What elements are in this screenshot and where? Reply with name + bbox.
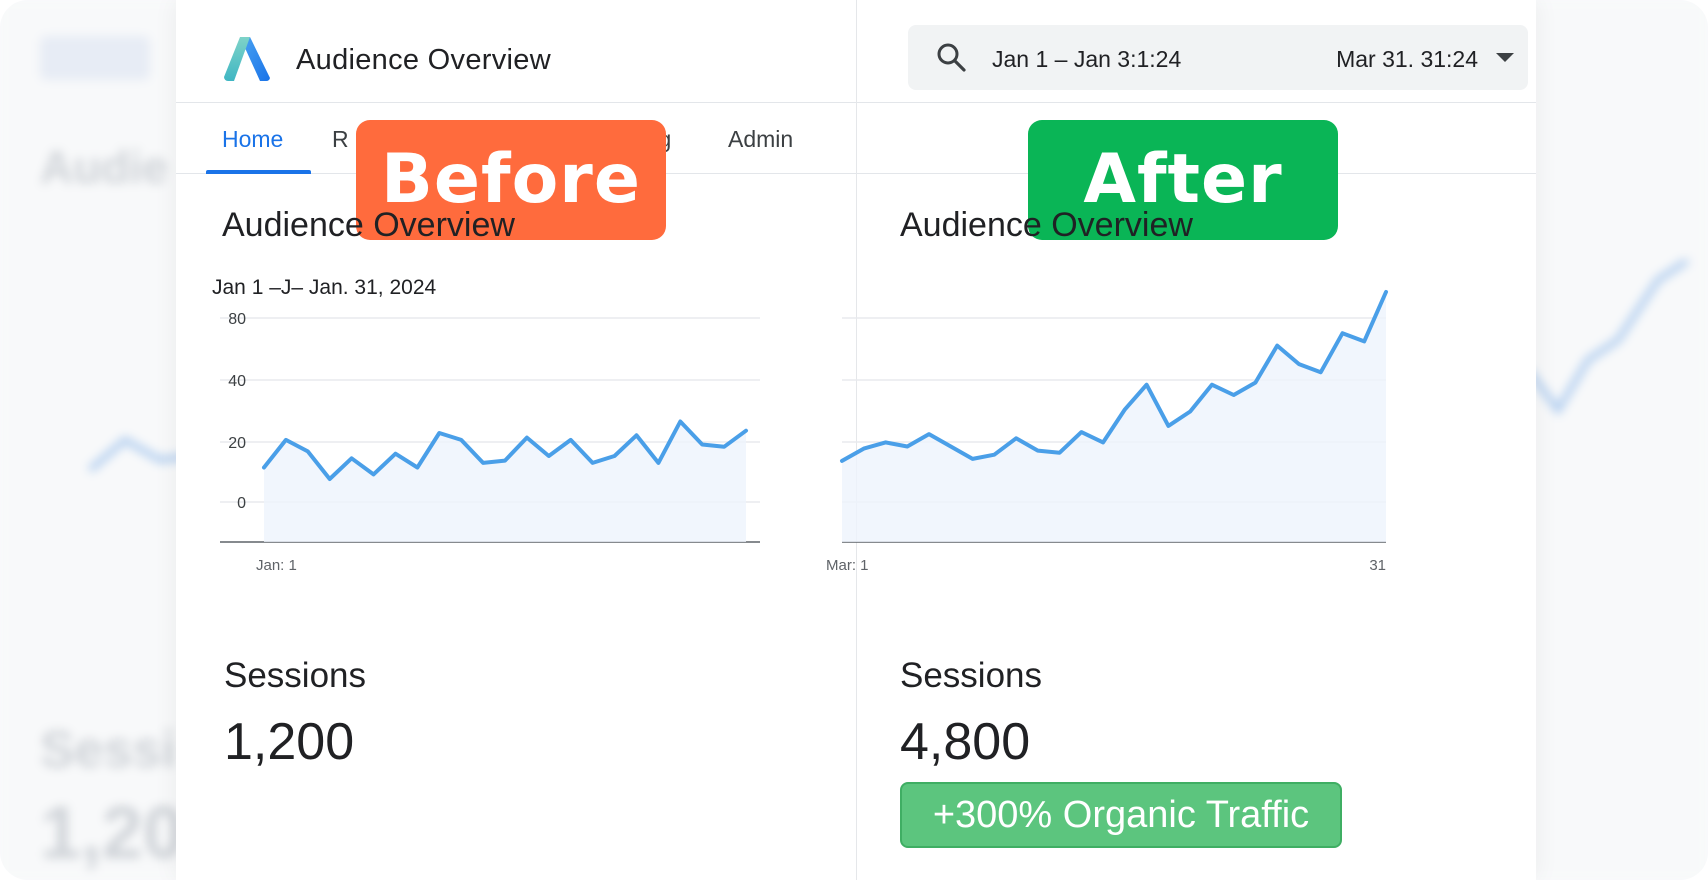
- tab-reports[interactable]: R: [332, 126, 349, 152]
- after-series-area: [842, 292, 1386, 542]
- before-x-tick-label: Jan: 1: [256, 557, 297, 574]
- before-sessions-label: Sessions: [224, 656, 367, 695]
- after-x-tick-label: 31: [1369, 557, 1386, 574]
- before-series-area: [264, 421, 746, 542]
- date-range-start[interactable]: Jan 1 – Jan 3:1:24: [992, 46, 1182, 72]
- app-header: Audience Overview Jan 1 – Jan 3:1:24 Mar…: [176, 0, 1536, 103]
- after-x-tick-label: Mar: 1: [826, 557, 869, 574]
- after-sessions-label: Sessions: [900, 656, 1043, 695]
- tab-home[interactable]: Home: [222, 126, 284, 152]
- date-range-picker[interactable]: Jan 1 – Jan 3:1:24 Mar 31. 31:24: [908, 25, 1528, 90]
- before-y-tick-label: 40: [228, 373, 246, 390]
- active-tab-indicator: [206, 170, 311, 174]
- before-sessions-value: 1,200: [224, 713, 355, 771]
- before-label: Before: [356, 120, 666, 240]
- before-chart-caption: Jan 1 –J– Jan. 31, 2024: [212, 276, 436, 299]
- caret-down-icon[interactable]: [1496, 53, 1514, 62]
- after-label: After: [1028, 120, 1338, 240]
- blurred-background-left: Audie Sessi 1,20: [0, 0, 200, 880]
- after-sessions-value: 4,800: [900, 713, 1031, 771]
- blurred-chart-fragment-right: [1528, 260, 1690, 416]
- analytics-panel: Audience Overview Jan 1 – Jan 3:1:24 Mar…: [176, 0, 1536, 880]
- before-section-title: Audience Overview: [222, 206, 515, 244]
- after-section-title: Audience Overview: [900, 206, 1193, 244]
- blurred-heading: Audie: [40, 141, 168, 193]
- date-range-end[interactable]: Mar 31. 31:24: [1336, 46, 1478, 72]
- search-icon[interactable]: [936, 42, 966, 72]
- growth-badge: +300% Organic Traffic: [900, 782, 1342, 848]
- before-y-tick-label: 20: [228, 435, 246, 452]
- blurred-chart-fragment: [88, 436, 200, 473]
- before-after-divider: [856, 0, 857, 880]
- tab-admin[interactable]: Admin: [728, 126, 794, 152]
- session-charts: 0 20 40 80 Jan: 1 Jan 1 –J– Jan. 31, 2024 Mar:…: [212, 276, 1388, 574]
- before-y-tick-label: 0: [237, 495, 246, 512]
- blurred-tab: [40, 36, 150, 80]
- blurred-sessions: Sessi: [40, 721, 176, 779]
- analytics-logo-icon: [224, 37, 270, 82]
- app-title: Audience Overview: [296, 44, 551, 76]
- after-series-line: [840, 290, 1388, 463]
- blurred-background-right: [1528, 0, 1708, 880]
- before-y-tick-label: 80: [228, 311, 246, 328]
- blurred-value: 1,20: [40, 791, 185, 874]
